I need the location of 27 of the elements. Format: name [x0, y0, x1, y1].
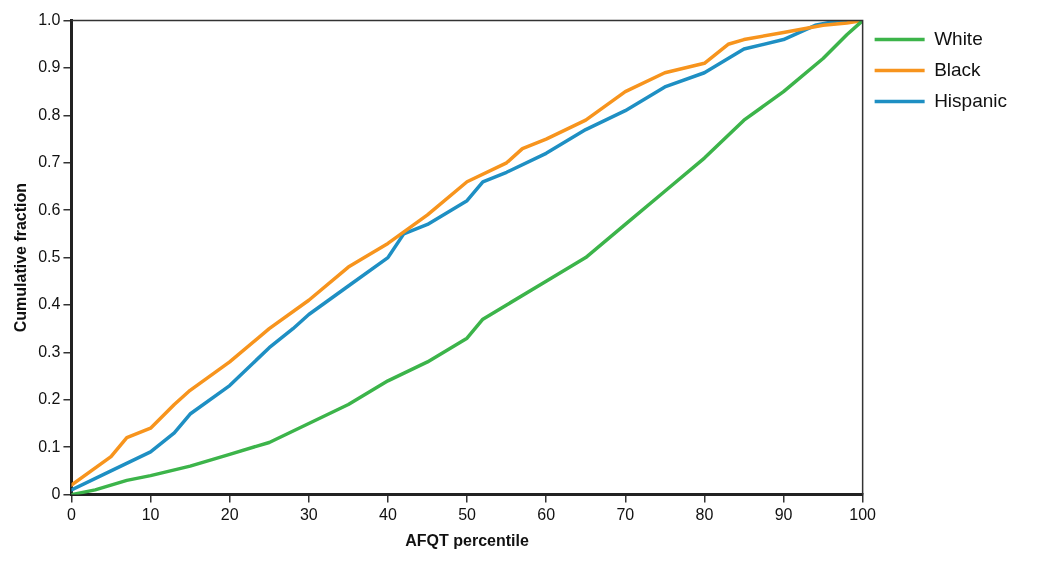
x-tick-label: 70 [616, 505, 635, 523]
x-tick-label: 0 [66, 505, 76, 523]
y-tick-label: 0 [51, 485, 61, 503]
y-axis-title: Cumulative fraction [12, 182, 30, 333]
x-tick-label: 90 [774, 505, 793, 523]
legend-label: White [934, 27, 983, 49]
y-tick-label: 0.8 [38, 105, 61, 123]
legend-label: Black [934, 58, 982, 80]
x-tick-label: 50 [458, 505, 477, 523]
y-tick-label: 0.9 [38, 58, 61, 76]
x-tick-label: 30 [299, 505, 318, 523]
y-tick-label: 0.5 [38, 248, 61, 266]
x-tick-label: 10 [141, 505, 160, 523]
x-tick-label: 80 [695, 505, 714, 523]
y-tick-label: 0.2 [38, 390, 61, 408]
x-tick-label: 20 [220, 505, 239, 523]
x-tick-label: 60 [537, 505, 556, 523]
y-tick-label: 0.7 [38, 153, 61, 171]
y-tick-label: 0.3 [38, 342, 61, 360]
x-axis-title: AFQT percentile [405, 531, 529, 549]
y-tick-label: 1.0 [38, 11, 61, 29]
y-tick-label: 0.4 [38, 295, 61, 313]
y-tick-label: 0.1 [38, 437, 61, 455]
y-tick-label: 0.6 [38, 200, 61, 218]
x-tick-label: 100 [849, 505, 877, 523]
x-tick-label: 40 [379, 505, 397, 523]
legend-label: Hispanic [934, 89, 1008, 111]
